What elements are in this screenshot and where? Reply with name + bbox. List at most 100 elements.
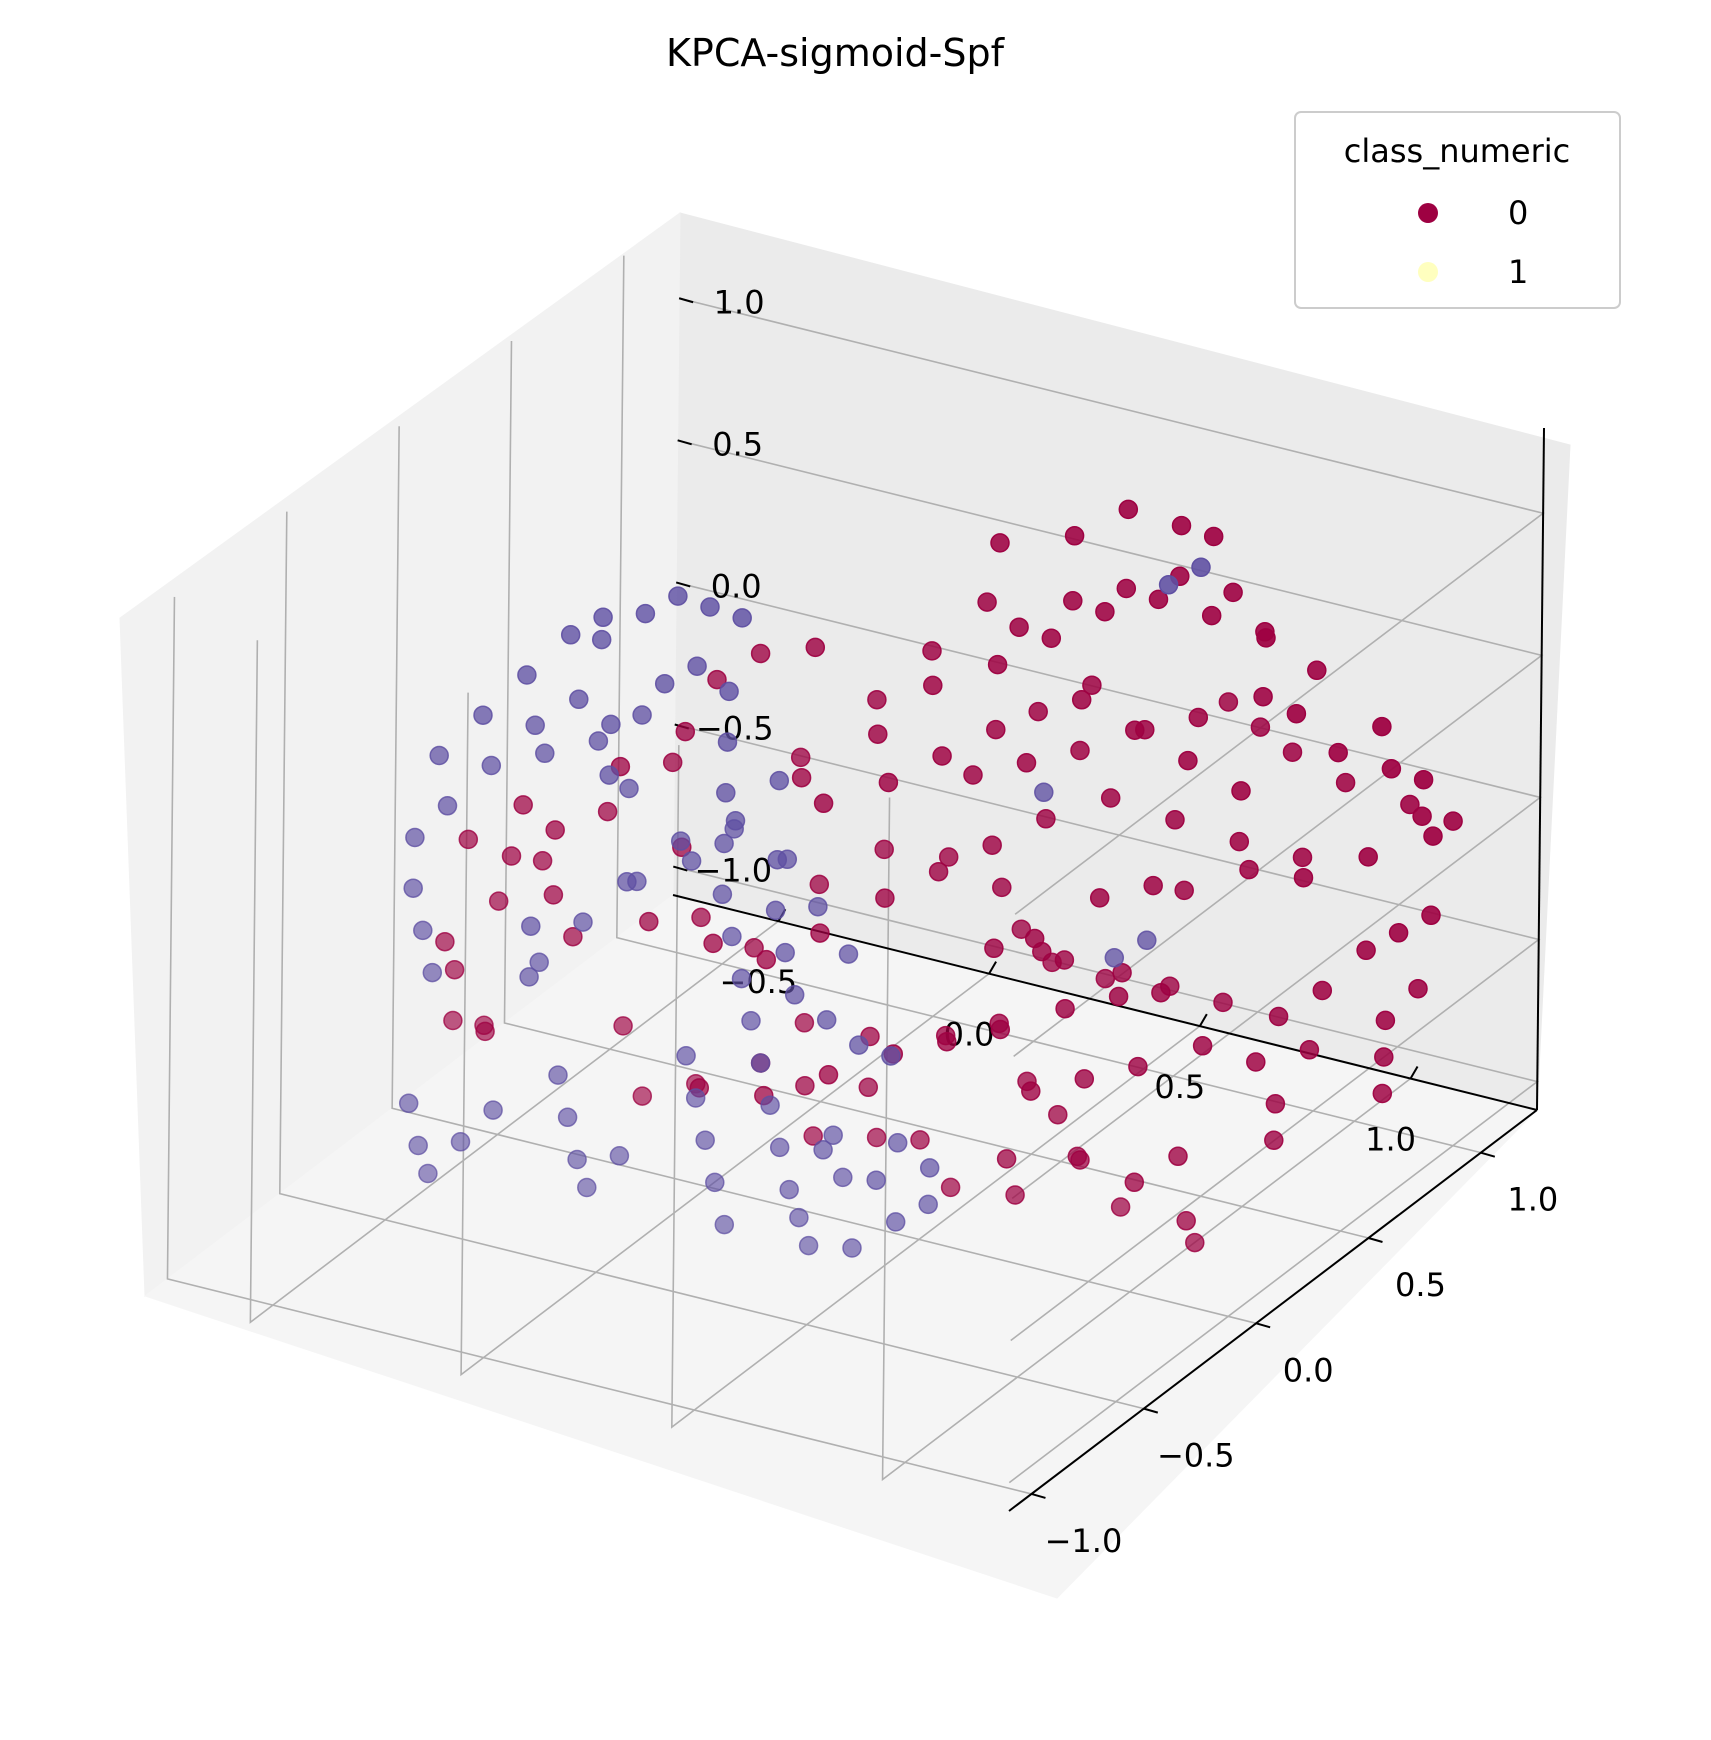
point-1-9 xyxy=(422,962,443,983)
point-0-79 xyxy=(744,938,764,958)
point-0-101 xyxy=(1055,998,1075,1019)
z-tick-label-4: 1.0 xyxy=(714,283,765,321)
point-0-91 xyxy=(874,839,894,860)
point-1-67 xyxy=(695,1130,715,1150)
legend-label-1: 1 xyxy=(1508,253,1528,291)
point-1-69 xyxy=(714,1214,735,1235)
point-1-2 xyxy=(569,689,589,710)
point-0-46 xyxy=(1185,1232,1205,1253)
point-0-41 xyxy=(1265,1094,1286,1114)
point-1-70 xyxy=(1158,575,1179,595)
point-0-67 xyxy=(805,637,826,658)
point-0-32 xyxy=(867,689,887,710)
y-tick-label-3: 0.5 xyxy=(1395,1266,1446,1304)
legend-label-0: 0 xyxy=(1508,194,1528,232)
point-1-19 xyxy=(741,1011,761,1031)
legend-frame xyxy=(1294,111,1621,309)
point-0-50 xyxy=(940,1177,961,1198)
point-1-5 xyxy=(437,796,458,816)
point-0-93 xyxy=(992,877,1012,898)
point-1-64 xyxy=(483,1100,503,1120)
z-tick-4 xyxy=(678,297,694,304)
point-1-78 xyxy=(724,819,744,839)
point-0-124 xyxy=(928,861,949,882)
y-tick-label-4: 1.0 xyxy=(1507,1181,1558,1219)
point-0-142 xyxy=(1372,1083,1393,1104)
point-0-96 xyxy=(1095,968,1116,989)
point-0-113 xyxy=(1335,772,1356,793)
point-0-157 xyxy=(1116,578,1137,599)
point-0-63 xyxy=(1171,515,1192,536)
point-0-4 xyxy=(1112,962,1132,983)
point-1-79 xyxy=(670,831,691,851)
point-0-153 xyxy=(543,885,564,905)
x-tick-label-2: 0.5 xyxy=(1154,1068,1205,1106)
point-0-49 xyxy=(1005,1185,1025,1205)
point-0-68 xyxy=(750,643,771,664)
point-0-130 xyxy=(1071,690,1092,710)
point-0-152 xyxy=(545,820,565,840)
point-0-146 xyxy=(1128,1056,1148,1077)
series-1 xyxy=(398,557,1211,1258)
y-tick-0 xyxy=(1031,1492,1046,1499)
point-1-14 xyxy=(716,783,736,803)
x-gridline-3 xyxy=(881,797,1412,1482)
point-0-27 xyxy=(987,654,1008,675)
point-0-114 xyxy=(1400,794,1420,815)
point-0-8 xyxy=(1239,859,1259,880)
point-1-76 xyxy=(808,896,828,917)
z-tick-label-0: −1.0 xyxy=(694,852,772,890)
point-0-51 xyxy=(910,1130,930,1150)
point-0-86 xyxy=(632,1086,653,1106)
point-0-138 xyxy=(878,772,899,793)
point-1-71 xyxy=(1191,557,1211,578)
chart-title: KPCA-sigmoid-Spf xyxy=(666,31,1006,75)
point-0-129 xyxy=(639,911,659,932)
y-tick-2 xyxy=(1255,1322,1271,1329)
point-0-36 xyxy=(1388,923,1409,943)
point-0-121 xyxy=(1100,788,1121,808)
point-0-109 xyxy=(803,1126,823,1146)
y-gridline-4 xyxy=(616,255,1482,1154)
point-1-42 xyxy=(816,1010,837,1030)
point-1-28 xyxy=(866,1170,886,1190)
point-1-63 xyxy=(398,1093,419,1114)
point-1-10 xyxy=(654,673,675,694)
point-0-92 xyxy=(938,847,959,867)
point-0-80 xyxy=(444,959,465,980)
point-1-65 xyxy=(676,1046,696,1066)
point-1-77 xyxy=(777,849,798,870)
y-tick-label-1: −0.5 xyxy=(1157,1437,1235,1475)
point-1-37 xyxy=(769,770,790,791)
point-1-43 xyxy=(849,1035,869,1055)
point-0-132 xyxy=(1178,750,1198,771)
point-0-56 xyxy=(1381,759,1402,779)
point-1-73 xyxy=(1137,930,1157,951)
point-0-38 xyxy=(1408,978,1428,999)
point-1-52 xyxy=(517,665,537,685)
point-1-34 xyxy=(521,916,541,936)
tick-labels: −0.50.00.51.0−1.0−0.50.00.51.0−1.0−0.50.… xyxy=(694,283,1558,1560)
point-1-57 xyxy=(567,1149,587,1170)
point-1-75 xyxy=(838,944,859,964)
point-0-6 xyxy=(1143,875,1163,896)
z-axis-line xyxy=(1536,427,1545,1111)
point-0-119 xyxy=(1229,831,1250,852)
point-1-27 xyxy=(885,1212,906,1232)
point-1-11 xyxy=(687,656,707,676)
point-0-30 xyxy=(791,767,812,788)
point-1-48 xyxy=(700,597,720,617)
y-gridline-2 xyxy=(391,426,1257,1325)
point-0-150 xyxy=(458,829,479,850)
point-1-59 xyxy=(609,1146,630,1166)
point-0-9 xyxy=(1292,847,1313,868)
point-0-126 xyxy=(810,923,830,943)
point-1-89 xyxy=(918,1194,938,1215)
point-1-44 xyxy=(881,1046,901,1066)
point-1-15 xyxy=(714,833,734,854)
point-0-40 xyxy=(1246,1052,1266,1072)
point-1-47 xyxy=(668,586,688,606)
point-1-56 xyxy=(557,1107,578,1128)
point-0-7 xyxy=(1174,880,1194,901)
point-0-17 xyxy=(1070,740,1090,761)
